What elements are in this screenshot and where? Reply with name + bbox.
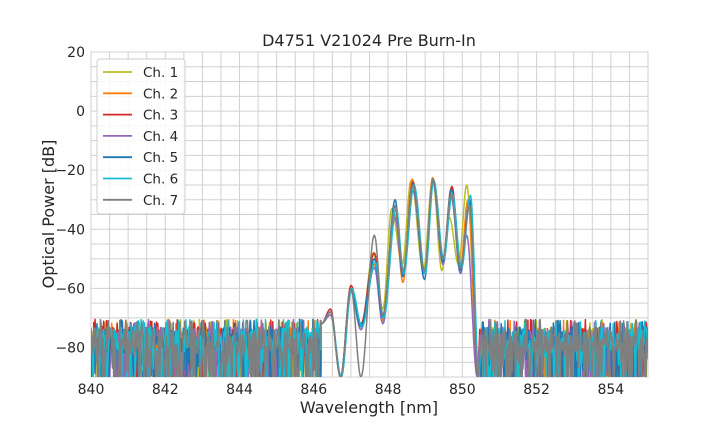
x-tick-label: 842: [152, 382, 179, 398]
tick-labels: 840 842 844 846 848 850 852 854 20 0 −20 −40 −60 −80: [55, 45, 624, 398]
legend-label: Ch. 7: [143, 193, 178, 209]
legend-label: Ch. 5: [143, 150, 178, 166]
y-tick-label: 20: [67, 45, 85, 61]
x-tick-label: 848: [375, 382, 402, 398]
legend-label: Ch. 2: [143, 86, 178, 102]
x-tick-label: 850: [449, 382, 476, 398]
x-tick-label: 846: [300, 382, 327, 398]
legend: Ch. 1 Ch. 2 Ch. 3 Ch. 4 Ch. 5 Ch. 6 Ch. 7: [96, 58, 186, 215]
y-tick-label: −60: [55, 281, 85, 297]
x-axis-label: Wavelength [nm]: [300, 398, 438, 417]
y-tick-label: −20: [55, 163, 85, 179]
legend-label: Ch. 6: [143, 172, 178, 188]
chart-title: D4751 V21024 Pre Burn-In: [262, 31, 476, 50]
y-tick-label: −40: [55, 222, 85, 238]
plot-frame: [90, 51, 649, 378]
x-tick-label: 854: [597, 382, 624, 398]
x-tick-label: 852: [523, 382, 550, 398]
y-tick-label: −80: [55, 340, 85, 356]
series-line-ch-7: [91, 178, 648, 377]
legend-label: Ch. 4: [143, 129, 178, 145]
x-tick-label: 840: [78, 382, 105, 398]
series-lines: [91, 176, 648, 377]
legend-label: Ch. 1: [143, 65, 178, 81]
legend-label: Ch. 3: [143, 108, 178, 124]
y-tick-label: 0: [76, 104, 85, 120]
legend-box: [96, 58, 186, 215]
y-axis-label: Optical Power [dB]: [39, 140, 58, 289]
x-tick-label: 844: [226, 382, 253, 398]
